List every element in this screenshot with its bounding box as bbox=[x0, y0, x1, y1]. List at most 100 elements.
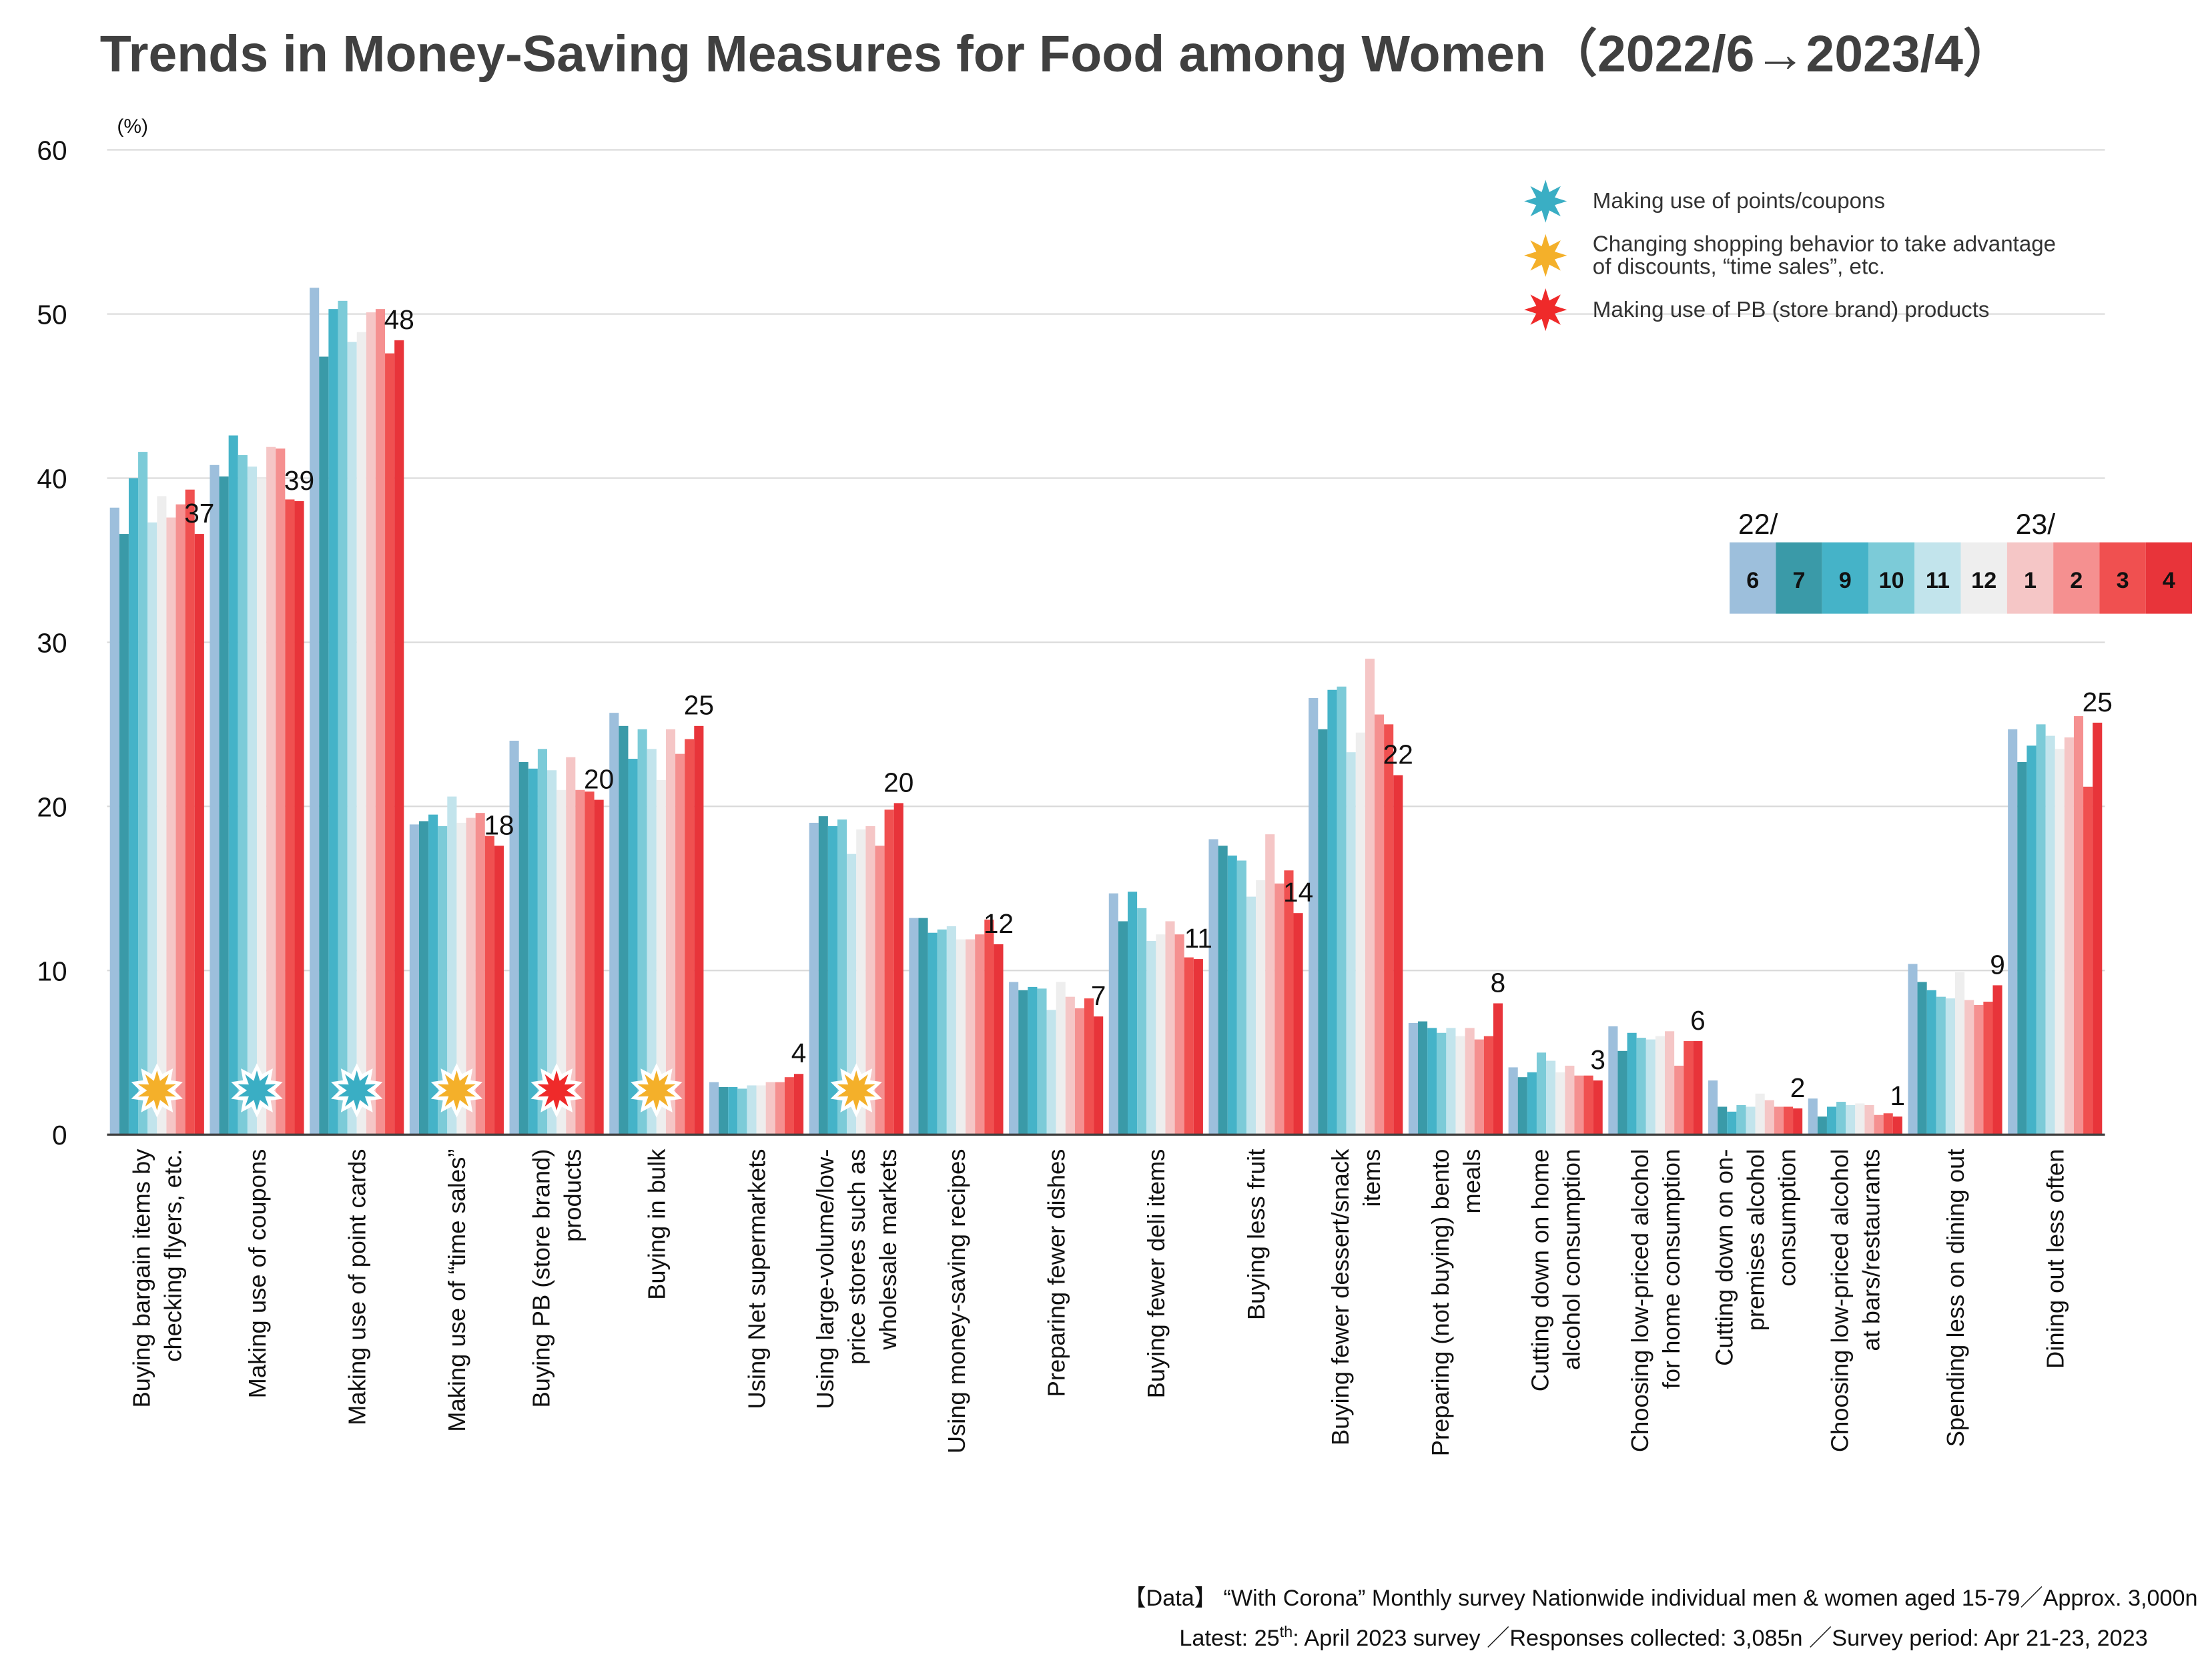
bar bbox=[185, 489, 195, 1135]
bar bbox=[228, 435, 238, 1135]
bar bbox=[1346, 752, 1356, 1135]
y-tick-label: 60 bbox=[37, 135, 67, 166]
legend-swatch bbox=[1730, 542, 1776, 614]
x-tick-label: Making use of coupons bbox=[244, 1149, 271, 1399]
bar bbox=[509, 740, 519, 1135]
legend-month: 2 bbox=[2070, 568, 2083, 593]
bar bbox=[285, 499, 295, 1135]
bar bbox=[1527, 1072, 1537, 1135]
bar bbox=[1727, 1111, 1737, 1135]
bar bbox=[1274, 883, 1284, 1135]
bar bbox=[928, 932, 938, 1135]
legend-swatch bbox=[2145, 542, 2193, 614]
bar bbox=[1146, 941, 1156, 1135]
bar bbox=[719, 1086, 729, 1135]
bar bbox=[1483, 1036, 1493, 1135]
bar bbox=[966, 939, 976, 1135]
bar bbox=[1864, 1104, 1874, 1135]
bar bbox=[447, 796, 457, 1135]
bar bbox=[2026, 745, 2037, 1135]
bar bbox=[1009, 982, 1019, 1135]
bar bbox=[937, 929, 947, 1135]
value-label: 3 bbox=[1590, 1044, 1605, 1075]
bar bbox=[1408, 1023, 1419, 1135]
bar bbox=[1384, 724, 1394, 1135]
legend-swatch bbox=[1914, 542, 1961, 614]
bar bbox=[1718, 1106, 1728, 1135]
bar bbox=[1517, 1077, 1527, 1135]
bar bbox=[1046, 1010, 1056, 1135]
bar bbox=[1508, 1067, 1518, 1135]
bar bbox=[210, 464, 220, 1135]
source-text: 【Data】 “With Corona” Monthly survey Nati… bbox=[1123, 1586, 2197, 1611]
bar bbox=[675, 753, 685, 1135]
bar bbox=[585, 791, 595, 1135]
y-tick-label: 30 bbox=[37, 627, 67, 658]
bar bbox=[1746, 1106, 1756, 1135]
legend-swatch bbox=[1868, 542, 1915, 614]
legend-swatch bbox=[2053, 542, 2100, 614]
bar bbox=[1165, 921, 1175, 1135]
bar bbox=[546, 770, 557, 1135]
bar bbox=[909, 918, 919, 1135]
bar bbox=[1826, 1106, 1837, 1135]
bar bbox=[765, 1082, 775, 1135]
bar bbox=[1736, 1104, 1746, 1135]
bar bbox=[537, 749, 547, 1135]
bar bbox=[375, 309, 386, 1135]
bar bbox=[1293, 913, 1303, 1135]
x-tick-label: Cutting down on home alcohol consumption bbox=[1526, 1149, 1585, 1392]
x-tick-group: Using large-volume/low-price stores such… bbox=[811, 1149, 901, 1409]
bar bbox=[518, 761, 528, 1135]
value-label: 22 bbox=[1383, 739, 1413, 770]
value-label: 12 bbox=[984, 908, 1014, 939]
value-label: 11 bbox=[1184, 923, 1212, 954]
value-label: 48 bbox=[384, 304, 414, 335]
bar bbox=[665, 729, 676, 1135]
x-tick-group: Using Net supermarkets bbox=[743, 1149, 770, 1409]
source-text: Latest: 25 bbox=[1179, 1626, 1279, 1651]
bar bbox=[2093, 722, 2103, 1135]
bar bbox=[256, 478, 267, 1135]
bar bbox=[566, 757, 576, 1135]
legend-month: 3 bbox=[2117, 568, 2129, 593]
value-label: 4 bbox=[791, 1038, 807, 1068]
bar bbox=[1318, 729, 1328, 1135]
bar bbox=[1128, 892, 1138, 1135]
x-tick-label: Using large-volume/low-price stores such… bbox=[811, 1149, 901, 1409]
bar bbox=[1783, 1106, 1794, 1135]
x-tick-group: Making use of coupons bbox=[244, 1149, 271, 1399]
bar bbox=[918, 918, 928, 1135]
bar bbox=[1936, 996, 1946, 1135]
bar bbox=[1418, 1021, 1428, 1135]
legend-swatch bbox=[1822, 542, 1868, 614]
bar bbox=[366, 312, 376, 1135]
bar bbox=[709, 1082, 719, 1135]
bar bbox=[1174, 934, 1184, 1135]
bar bbox=[856, 829, 866, 1135]
x-tick-label: Making use of point cards bbox=[344, 1149, 371, 1425]
legend-label: Making use of points/coupons bbox=[1593, 189, 1885, 214]
x-tick-label: Dining out less often bbox=[2042, 1149, 2069, 1369]
bar bbox=[157, 496, 167, 1135]
bar bbox=[694, 725, 704, 1135]
bar bbox=[1665, 1031, 1675, 1135]
x-tick-group: Using money-saving recipes bbox=[943, 1149, 970, 1454]
bar bbox=[1284, 870, 1294, 1135]
legend-year: 23/ bbox=[2016, 509, 2056, 541]
bar bbox=[865, 825, 875, 1135]
bar bbox=[728, 1086, 738, 1135]
x-tick-label: Buying less fruit bbox=[1242, 1149, 1270, 1321]
bar bbox=[1327, 689, 1337, 1135]
legend-icon bbox=[1524, 288, 1567, 332]
bar bbox=[494, 846, 504, 1135]
measure-icon bbox=[437, 1070, 476, 1110]
bar bbox=[1583, 1075, 1593, 1135]
bar bbox=[557, 789, 567, 1135]
bar bbox=[1593, 1080, 1603, 1135]
bar bbox=[1992, 985, 2002, 1135]
x-tick-label: Buying bargain items by checking flyers, … bbox=[128, 1148, 187, 1408]
bar bbox=[1536, 1052, 1547, 1135]
bar bbox=[1374, 714, 1385, 1135]
bar bbox=[1446, 1028, 1456, 1135]
